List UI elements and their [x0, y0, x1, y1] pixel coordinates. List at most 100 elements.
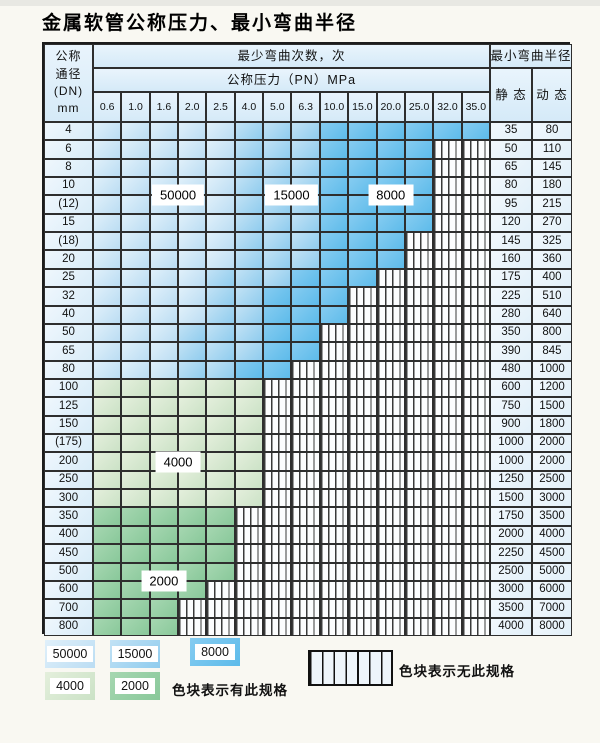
spec-cell [234, 250, 264, 269]
static-value-10: 80 [489, 177, 532, 196]
static-value-(18): 145 [489, 232, 532, 251]
no-spec-cell [461, 378, 490, 398]
no-spec-cell [404, 342, 434, 361]
no-spec-cell [404, 617, 434, 636]
no-spec-cell [263, 525, 292, 545]
no-spec-cell [291, 562, 320, 581]
spec-cell [178, 507, 207, 526]
dn-label-350: 350 [44, 507, 93, 526]
spec-cell [348, 140, 377, 159]
dynamic-value-15: 270 [531, 213, 572, 233]
no-spec-cell [263, 415, 292, 435]
spec-cell [93, 525, 122, 545]
no-spec-cell [291, 599, 320, 618]
dn-label-50: 50 [44, 323, 93, 343]
no-spec-cell [319, 525, 349, 545]
no-spec-cell [433, 268, 462, 288]
dn-label-600: 600 [44, 580, 93, 600]
no-spec-cell [348, 360, 377, 379]
no-spec-cell [461, 268, 490, 288]
no-spec-cell [319, 580, 349, 600]
no-spec-cell [404, 378, 434, 398]
spec-cell [178, 489, 207, 508]
spec-cell [121, 195, 150, 214]
spec-cell [206, 470, 235, 490]
no-spec-cell [461, 544, 490, 563]
spec-cell [149, 360, 179, 379]
no-spec-cell [376, 360, 405, 379]
spec-cell [121, 177, 150, 196]
spec-cell [376, 122, 405, 141]
no-spec-cell [178, 617, 207, 636]
spec-cell [263, 140, 292, 159]
no-spec-cell [376, 342, 405, 361]
dynamic-value-65: 845 [531, 342, 572, 361]
spec-cell [178, 323, 207, 343]
spec-cell [206, 268, 235, 288]
spec-cell [263, 213, 292, 233]
dn-label-700: 700 [44, 599, 93, 618]
spec-cell [291, 122, 320, 141]
spec-cell [121, 323, 150, 343]
no-spec-cell [376, 397, 405, 416]
zone-label-4000: 4000 [155, 451, 201, 473]
zone-label-2000: 2000 [141, 570, 187, 592]
dn-label-(12): (12) [44, 195, 93, 214]
spec-cell [149, 470, 179, 490]
spec-cell [93, 415, 122, 435]
no-spec-cell [433, 378, 462, 398]
no-spec-cell [319, 415, 349, 435]
no-spec-cell [348, 470, 377, 490]
no-spec-cell [376, 434, 405, 453]
spec-cell [206, 434, 235, 453]
no-spec-cell [433, 544, 462, 563]
dynamic-value-6: 110 [531, 140, 572, 159]
no-spec-cell [263, 452, 292, 471]
no-spec-cell [461, 415, 490, 435]
no-spec-cell [376, 415, 405, 435]
no-spec-cell [461, 599, 490, 618]
spec-cell [93, 507, 122, 526]
spec-cell [121, 489, 150, 508]
spec-cell [93, 378, 122, 398]
static-value-100: 600 [489, 378, 532, 398]
spec-cell [234, 158, 264, 178]
dynamic-value-800: 8000 [531, 617, 572, 636]
spec-cell [93, 434, 122, 453]
spec-cell [234, 342, 264, 361]
no-spec-cell [348, 305, 377, 324]
no-spec-cell [376, 580, 405, 600]
spec-cell [121, 470, 150, 490]
spec-cell [121, 268, 150, 288]
pressure-tick-20.0: 20.0 [376, 92, 405, 122]
no-spec-cell [319, 434, 349, 453]
static-value-250: 1250 [489, 470, 532, 490]
dn-header-line: (DN) [53, 84, 84, 98]
no-spec-cell [291, 378, 320, 398]
no-spec-cell [433, 525, 462, 545]
no-spec-cell [461, 452, 490, 471]
spec-cell [291, 250, 320, 269]
no-spec-cell [319, 562, 349, 581]
no-spec-cell [461, 397, 490, 416]
no-spec-cell [376, 544, 405, 563]
dynamic-value-40: 640 [531, 305, 572, 324]
spec-cell [348, 232, 377, 251]
spec-cell [206, 544, 235, 563]
no-spec-cell [263, 434, 292, 453]
no-spec-cell [319, 452, 349, 471]
spec-cell [376, 213, 405, 233]
spec-cell [121, 140, 150, 159]
no-spec-cell [404, 470, 434, 490]
no-spec-cell [461, 140, 490, 159]
spec-cell [149, 434, 179, 453]
spec-cell [178, 342, 207, 361]
spec-cell [206, 158, 235, 178]
spec-cell [121, 213, 150, 233]
no-spec-cell [376, 287, 405, 306]
no-spec-cell [404, 232, 434, 251]
spec-table: 公称 通径 (DN) mm 最少弯曲次数，次 最小弯曲半径 公称压力（PN）MPa 静 态动 … [42, 42, 572, 636]
no-spec-cell [234, 599, 264, 618]
dynamic-value-25: 400 [531, 268, 572, 288]
dn-label-150: 150 [44, 415, 93, 435]
